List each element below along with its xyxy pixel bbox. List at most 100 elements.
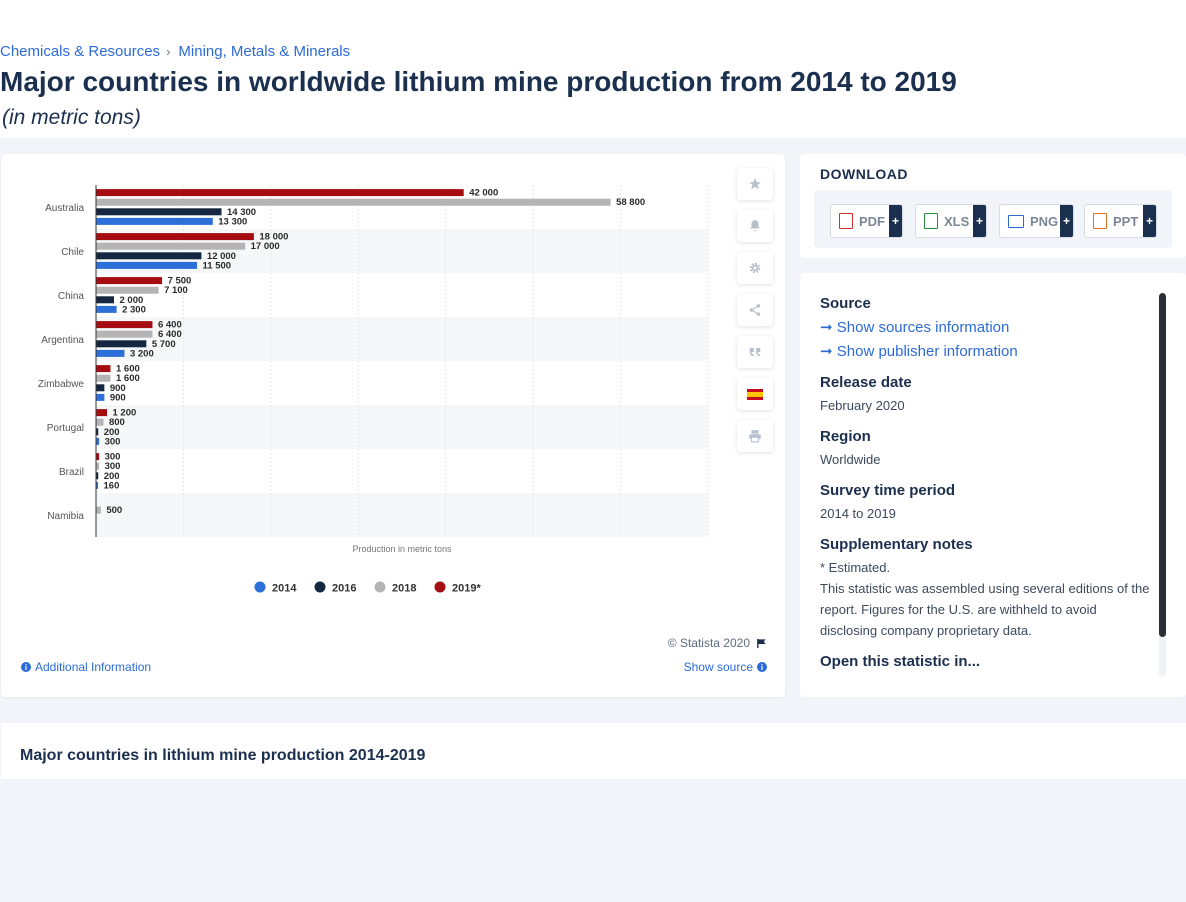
additional-information-link[interactable]: i Additional Information — [21, 660, 151, 674]
data-label-china-2018: 7 100 — [164, 285, 188, 296]
data-label-portugal-2019: 1 200 — [112, 408, 136, 419]
supplementary-notes-estimated: * Estimated. — [820, 560, 891, 575]
bar-china-2018 — [96, 286, 159, 294]
data-label-portugal-2014: 300 — [105, 436, 121, 447]
data-label-argentina-2018: 6 400 — [158, 329, 182, 340]
data-label-china-2014: 2 300 — [122, 304, 146, 315]
survey-period-heading: Survey time period — [820, 482, 956, 499]
download-pdf-label: PDF — [859, 213, 885, 229]
pdf-file-icon — [839, 213, 853, 229]
legend-label-2019: 2019* — [452, 583, 481, 595]
show-sources-link[interactable]: ➞ Show sources information — [820, 316, 1150, 340]
download-ppt-button[interactable]: PPT + — [1084, 204, 1157, 238]
data-label-australia-2018: 58 800 — [616, 197, 645, 208]
legend-marker-2018 — [374, 581, 386, 593]
data-label-argentina-2016: 5 700 — [152, 339, 176, 350]
related-section: Major countries in lithium mine producti… — [1, 723, 1186, 779]
star-icon[interactable] — [737, 168, 773, 200]
bar-namibia-2018 — [96, 506, 101, 514]
legend-marker-2014 — [254, 581, 266, 593]
band-background — [96, 317, 708, 361]
bar-argentina-2019 — [96, 321, 153, 329]
data-label-australia-2016: 14 300 — [227, 207, 256, 218]
download-png-button[interactable]: PNG + — [999, 204, 1074, 238]
data-label-argentina-2019: 6 400 — [158, 320, 182, 331]
download-xls-button[interactable]: XLS + — [915, 204, 987, 238]
print-icon[interactable] — [737, 420, 773, 452]
open-statistic-heading: Open this statistic in... — [820, 653, 981, 670]
data-label-zimbabwe-2016: 900 — [110, 383, 126, 394]
data-label-argentina-2014: 3 200 — [130, 348, 154, 359]
data-label-portugal-2016: 200 — [104, 427, 120, 438]
data-label-namibia-2018: 500 — [106, 505, 122, 516]
bar-argentina-2018 — [96, 330, 153, 338]
share-icon[interactable] — [737, 294, 773, 326]
quote-icon[interactable] — [737, 336, 773, 368]
gear-icon[interactable] — [737, 252, 773, 284]
plus-icon: + — [973, 205, 986, 237]
data-label-chile-2018: 17 000 — [251, 241, 280, 252]
x-axis-label: Production in metric tons — [352, 544, 452, 554]
data-label-chile-2016: 12 000 — [207, 251, 236, 262]
breadcrumb-separator: › — [166, 44, 171, 59]
source-heading: Source — [820, 295, 871, 312]
additional-information-label: Additional Information — [35, 660, 152, 674]
data-label-chile-2014: 11 500 — [203, 260, 232, 271]
page-header-area — [0, 0, 1186, 138]
bar-portugal-2016 — [96, 428, 99, 436]
band-background — [96, 405, 708, 449]
category-label-argentina: Argentina — [41, 335, 84, 346]
related-statistic-title: Major countries in lithium mine producti… — [20, 747, 426, 764]
download-png-label: PNG — [1030, 213, 1059, 229]
bar-china-2019 — [96, 277, 163, 285]
bar-argentina-2014 — [96, 349, 125, 357]
category-label-australia: Australia — [45, 203, 84, 214]
legend-label-2014: 2014 — [272, 583, 297, 595]
data-label-portugal-2018: 800 — [109, 417, 125, 428]
spain-flag-icon[interactable] — [737, 378, 773, 410]
details-scrollbar-thumb[interactable] — [1159, 293, 1166, 637]
ppt-file-icon — [1093, 213, 1107, 229]
bar-australia-2019 — [96, 189, 464, 197]
data-label-zimbabwe-2019: 1 600 — [116, 364, 140, 375]
download-pdf-button[interactable]: PDF + — [830, 204, 903, 238]
xls-file-icon — [924, 213, 938, 229]
release-date-value: February 2020 — [820, 398, 905, 413]
details-scrollbar[interactable] — [1159, 293, 1166, 677]
statistic-details: Source ➞ Show sources information ➞ Show… — [820, 295, 1150, 675]
category-label-portugal: Portugal — [47, 423, 84, 434]
bar-portugal-2019 — [96, 409, 107, 417]
data-label-brazil-2019: 300 — [105, 452, 121, 463]
plus-icon: + — [1060, 205, 1073, 237]
bar-brazil-2018 — [96, 462, 100, 470]
data-label-brazil-2014: 160 — [104, 480, 120, 491]
show-source-link[interactable]: Show source i — [684, 660, 767, 674]
category-label-chile: Chile — [61, 247, 84, 258]
bar-argentina-2016 — [96, 340, 147, 348]
bar-australia-2018 — [96, 198, 611, 206]
data-label-china-2019: 7 500 — [168, 276, 192, 287]
breadcrumb: Chemicals & Resources › Mining, Metals &… — [0, 43, 350, 60]
statistic-details-card: Source ➞ Show sources information ➞ Show… — [800, 273, 1186, 697]
chart-card: Australia 42 000 58 800 14 300 13 300 Chile 18… — [1, 154, 785, 697]
arrow-right-icon: ➞ — [820, 343, 837, 360]
bar-zimbabwe-2018 — [96, 374, 111, 382]
category-label-namibia: Namibia — [47, 511, 84, 522]
breadcrumb-mining-metals-minerals[interactable]: Mining, Metals & Minerals — [178, 43, 351, 60]
bell-icon[interactable] — [737, 210, 773, 242]
bar-zimbabwe-2019 — [96, 365, 111, 373]
page-title: Major countries in worldwide lithium min… — [0, 66, 957, 97]
survey-period-value: 2014 to 2019 — [820, 506, 896, 521]
bar-brazil-2016 — [96, 472, 99, 480]
breadcrumb-chemicals-resources[interactable]: Chemicals & Resources — [0, 43, 161, 60]
info-icon: i — [21, 662, 31, 672]
flag-icon[interactable] — [756, 638, 767, 649]
region-heading: Region — [820, 428, 871, 445]
chart-tools — [737, 168, 773, 462]
bar-australia-2016 — [96, 208, 222, 216]
show-publisher-link[interactable]: ➞ Show publisher information — [820, 340, 1150, 364]
copyright-text: © Statista 2020 — [667, 636, 750, 650]
data-label-australia-2019: 42 000 — [469, 188, 498, 199]
data-label-china-2016: 2 000 — [119, 295, 143, 306]
download-title: DOWNLOAD — [820, 166, 908, 182]
